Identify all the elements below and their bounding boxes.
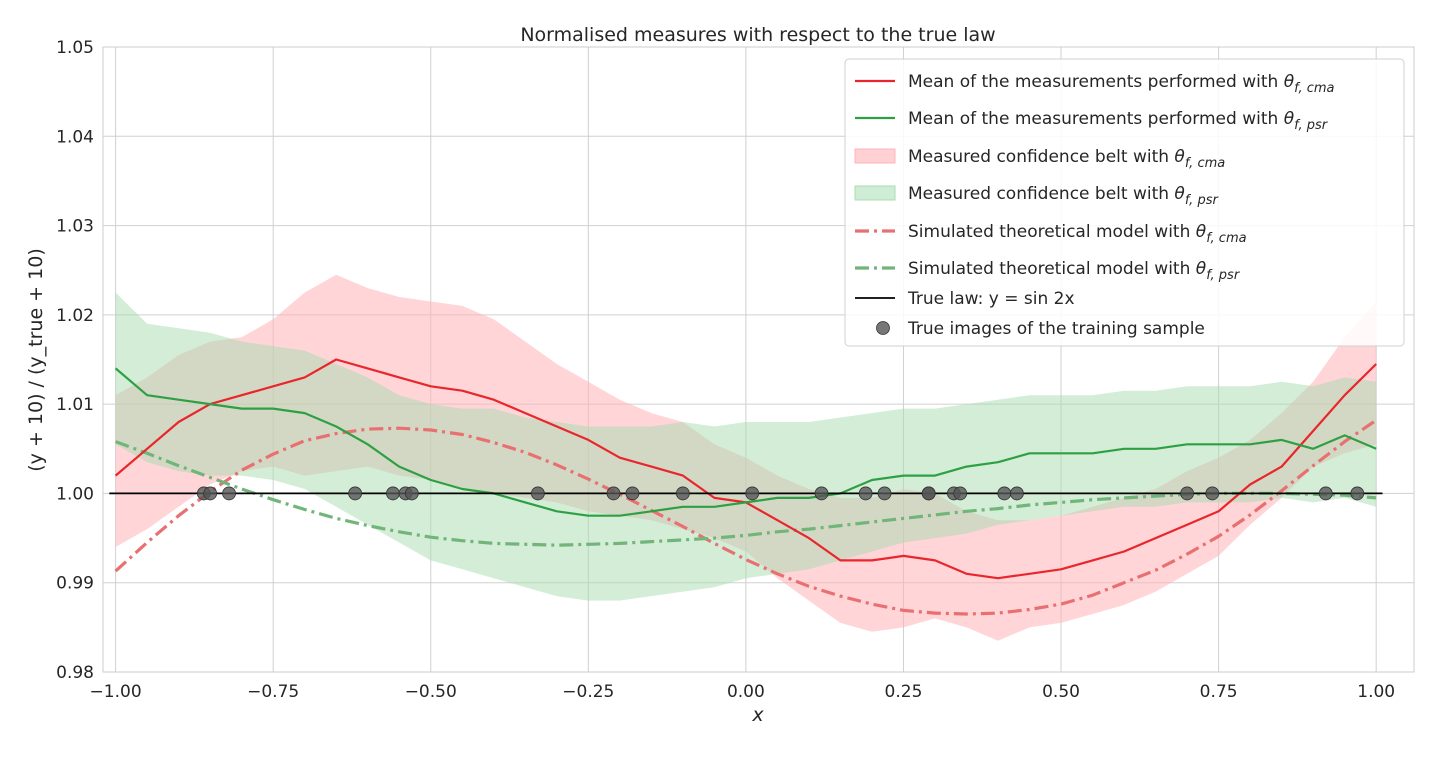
training-sample-point: [1318, 486, 1333, 501]
x-tick-label: −0.75: [247, 682, 299, 702]
training-sample-point: [997, 486, 1012, 501]
x-tick-label: −1.00: [90, 682, 142, 702]
legend-label: Mean of the measurements performed with …: [908, 109, 1329, 133]
legend-label: Measured confidence belt with θf, cma: [908, 147, 1225, 171]
model-line-cma: [114, 418, 1378, 616]
model-line-psr: [115, 440, 1377, 547]
y-tick-label: 0.99: [56, 574, 94, 594]
training-sample-point: [921, 486, 936, 501]
training-sample-point: [1205, 486, 1220, 501]
x-tick-label: 0.75: [1200, 682, 1238, 702]
confidence-bands: [115, 274, 1377, 641]
legend-label: True law: y = sin 2x: [907, 289, 1075, 309]
legend-label: Simulated theoretical model with θf, cma: [908, 222, 1247, 246]
chart-title: Normalised measures with respect to the …: [520, 24, 995, 46]
training-sample-point: [953, 486, 968, 501]
mean-line-psr: [114, 367, 1377, 517]
y-tick-label: 1.04: [56, 127, 94, 147]
training-sample-point: [675, 486, 690, 501]
training-sample-point: [203, 486, 218, 501]
legend-label: True images of the training sample: [907, 319, 1205, 339]
legend-handle-cma-belt: [854, 148, 896, 164]
legend-label: Measured confidence belt with θf, psr: [908, 184, 1219, 208]
training-sample-point: [386, 486, 400, 501]
y-axis-label: (y + 10) / (y_true + 10): [25, 248, 47, 471]
legend: Mean of the measurements performed with …: [844, 58, 1405, 347]
legend-handle-samples: [876, 321, 890, 335]
legend-box: [844, 58, 1405, 347]
training-sample-point: [348, 486, 363, 501]
legend-handle-psr-belt: [854, 185, 896, 201]
x-tick-label: −0.25: [562, 682, 614, 702]
legend-label: Simulated theoretical model with θf, psr: [908, 259, 1241, 283]
training-sample-point: [858, 486, 873, 501]
training-sample-point: [625, 486, 640, 501]
axes-frame: [102, 46, 1415, 673]
x-tick-label: 0.50: [1042, 682, 1080, 702]
training-sample-point: [404, 486, 419, 501]
y-tick-label: 1.00: [56, 484, 94, 504]
x-tick-label: −0.50: [405, 682, 457, 702]
y-tick-label: 0.98: [56, 663, 94, 683]
training-sample-point: [530, 486, 545, 501]
x-tick-labels: −1.00 −0.75 −0.50 −0.25 0.00 0.25 0.50 0.75 1.00: [90, 682, 1396, 702]
x-tick-label: 0.25: [885, 682, 923, 702]
y-tick-label: 1.05: [56, 38, 94, 58]
y-tick-label: 1.02: [56, 306, 94, 326]
training-sample-point: [1010, 486, 1024, 501]
y-tick-label: 1.03: [56, 217, 94, 237]
y-tick-label: 1.01: [56, 395, 94, 415]
training-sample-point: [814, 486, 829, 501]
x-tick-label: 1.00: [1357, 682, 1395, 702]
training-sample-point: [745, 486, 760, 501]
x-tick-label: 0.00: [727, 682, 765, 702]
training-sample-points: [196, 486, 1365, 501]
confidence-belt-psr: [115, 292, 1377, 601]
y-tick-labels: 0.98 0.99 1.00 1.01 1.02 1.03 1.04 1.05: [56, 38, 94, 683]
x-axis-label: x: [751, 704, 764, 726]
training-sample-point: [1350, 486, 1365, 501]
series-lines: [109, 358, 1383, 616]
training-sample-point: [606, 486, 621, 501]
legend-label: Mean of the measurements performed with …: [908, 72, 1335, 96]
training-sample-point: [877, 486, 892, 501]
training-sample-point: [222, 486, 236, 501]
training-sample-point: [1180, 486, 1194, 501]
